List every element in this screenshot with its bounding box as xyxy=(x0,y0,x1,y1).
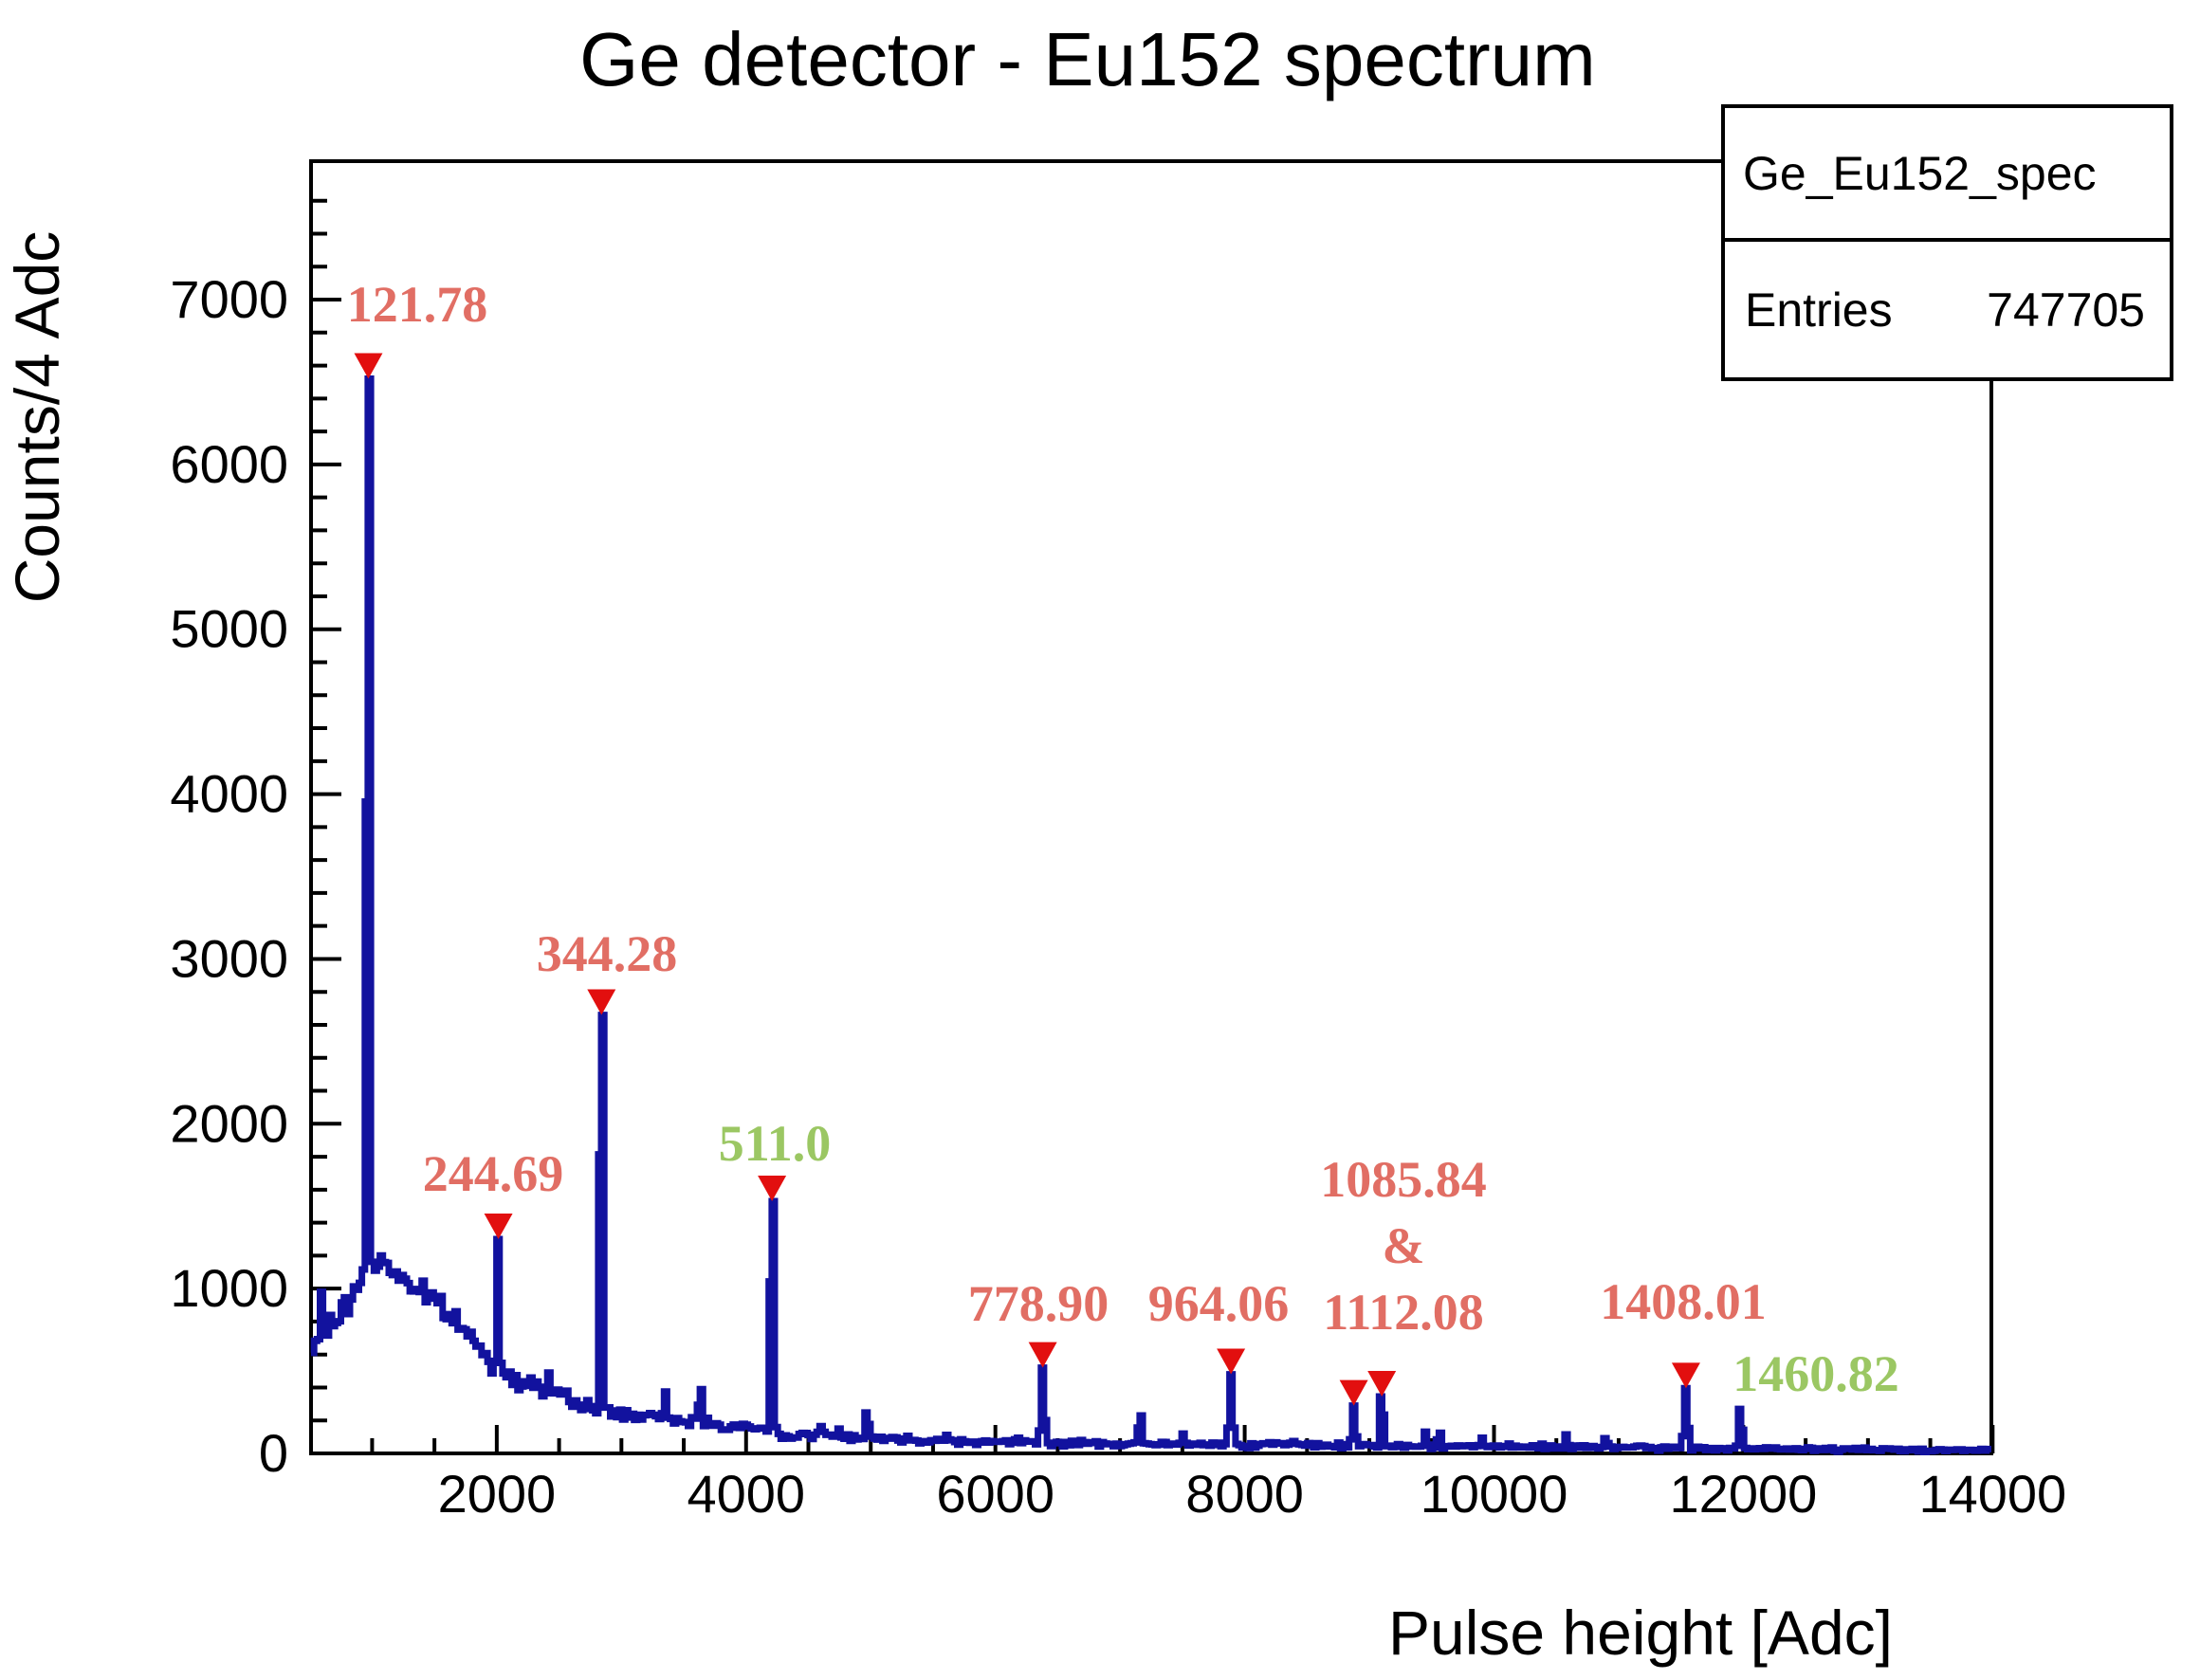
x-tick-label: 2000 xyxy=(438,1464,557,1524)
y-tick-label: 2000 xyxy=(170,1093,288,1153)
peak-marker-triangle-icon xyxy=(758,1176,787,1202)
peak-energy-label: 511.0 xyxy=(719,1115,832,1172)
peak-marker-triangle-icon xyxy=(1339,1379,1368,1406)
peak-marker-triangle-icon xyxy=(354,353,383,379)
peak-marker-triangle-icon xyxy=(484,1213,513,1239)
peak-energy-label: 1085.84 xyxy=(1320,1151,1487,1208)
chart-title: Ge detector - Eu152 spectrum xyxy=(579,17,1596,101)
y-tick-label: 0 xyxy=(259,1423,288,1483)
peak-marker-triangle-icon xyxy=(587,989,616,1015)
stats-histogram-name: Ge_Eu152_spec xyxy=(1743,147,2097,200)
peak-energy-label: 1112.08 xyxy=(1323,1284,1484,1341)
y-axis-title: Counts/4 Adc xyxy=(2,231,72,604)
x-tick-label: 8000 xyxy=(1185,1464,1304,1524)
peak-energy-label: 244.69 xyxy=(423,1145,564,1202)
peak-energy-label: 1408.01 xyxy=(1600,1273,1767,1330)
y-tick-label: 7000 xyxy=(170,269,288,329)
peak-energy-label: 344.28 xyxy=(537,925,678,982)
peak-energy-label: 778.90 xyxy=(968,1275,1109,1332)
axis-tick-labels: 2000 4000 6000 8000 10000 12000 14000 0 1000 2000… xyxy=(170,269,2066,1524)
peak-energy-label: & xyxy=(1383,1217,1425,1274)
peak-marker-triangle-icon xyxy=(1028,1342,1057,1368)
plot-frame xyxy=(309,159,1993,1455)
stats-entries-value: 747705 xyxy=(1987,283,2145,337)
axis-ticks xyxy=(311,198,1995,1455)
peak-label-layer: 121.78 244.69 344.28 511.0 778.90 964.06 1085.… xyxy=(347,276,1899,1402)
peak-energy-label: 121.78 xyxy=(347,276,488,333)
x-tick-label: 10000 xyxy=(1421,1464,1568,1524)
peak-marker-layer xyxy=(354,353,1700,1406)
spectrum-curve xyxy=(310,375,1991,1455)
peak-marker-triangle-icon xyxy=(1367,1371,1397,1397)
peak-energy-label: 1460.82 xyxy=(1732,1345,1899,1402)
stats-entries-label: Entries xyxy=(1745,283,1893,337)
y-tick-label: 5000 xyxy=(170,599,288,659)
peak-energy-label: 964.06 xyxy=(1148,1275,1290,1332)
x-tick-label: 12000 xyxy=(1670,1464,1818,1524)
axis-frame xyxy=(309,159,1993,1455)
x-tick-label: 4000 xyxy=(687,1464,805,1524)
peak-marker-triangle-icon xyxy=(1217,1348,1246,1375)
y-tick-label: 3000 xyxy=(170,928,288,988)
y-tick-label: 1000 xyxy=(170,1258,288,1318)
stats-box: Ge_Eu152_spec Entries 747705 xyxy=(1721,104,2173,381)
spectrum-curve-layer xyxy=(310,375,1991,1455)
x-axis-title: Pulse height [Adc] xyxy=(1388,1598,1893,1668)
y-tick-label: 4000 xyxy=(170,764,288,824)
y-tick-label: 6000 xyxy=(170,434,288,494)
x-tick-label: 14000 xyxy=(1918,1464,2066,1524)
x-tick-label: 6000 xyxy=(936,1464,1054,1524)
peak-marker-triangle-icon xyxy=(1671,1362,1700,1389)
